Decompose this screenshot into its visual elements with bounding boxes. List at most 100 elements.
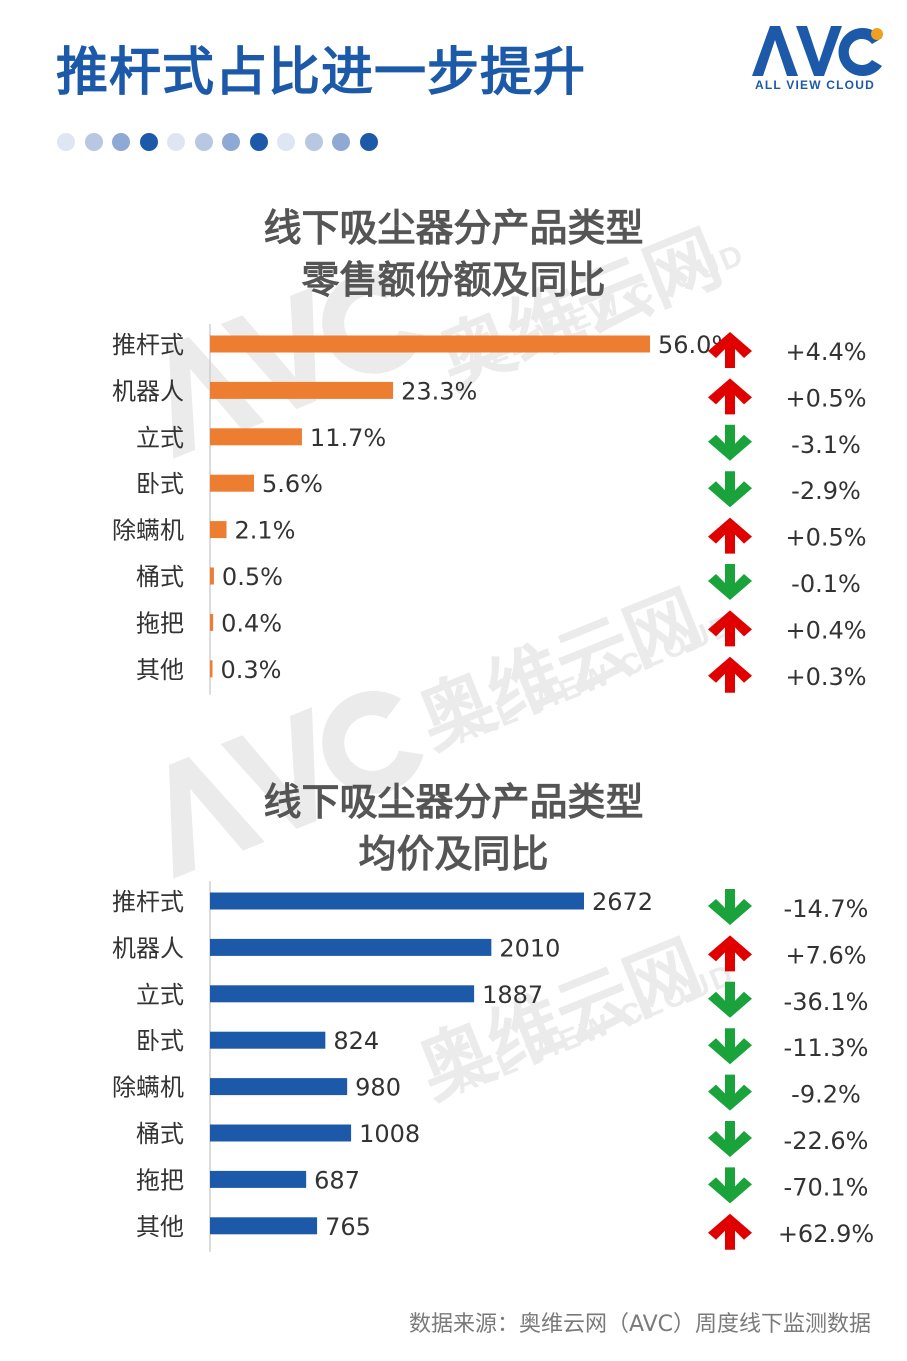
share-bar bbox=[210, 660, 213, 678]
price-category-label: 卧式 bbox=[136, 1027, 184, 1055]
decorative-dot bbox=[332, 133, 350, 151]
price-value-label: 1887 bbox=[482, 981, 543, 1009]
price-yoy-label: -11.3% bbox=[784, 1034, 869, 1062]
decorative-dot bbox=[84, 133, 103, 151]
share-value-label: 2.1% bbox=[235, 517, 296, 545]
arrow-up-icon bbox=[708, 610, 752, 647]
chart1-title-line2: 零售额份额及同比 bbox=[301, 258, 606, 302]
decorative-dot bbox=[139, 133, 158, 151]
decorative-dot bbox=[222, 133, 240, 151]
arrow-down-icon bbox=[708, 564, 752, 600]
price-yoy-label: -70.1% bbox=[784, 1173, 869, 1201]
arrow-up-icon bbox=[708, 656, 752, 693]
price-bar bbox=[210, 1170, 307, 1188]
price-bar bbox=[210, 985, 475, 1003]
share-yoy-label: +0.3% bbox=[785, 663, 866, 691]
decorative-dots bbox=[57, 133, 387, 151]
share-category-label: 其他 bbox=[136, 656, 184, 684]
decorative-dot bbox=[112, 133, 130, 151]
decorative-dot bbox=[359, 133, 378, 151]
share-yoy-label: +4.4% bbox=[785, 338, 866, 366]
price-bar bbox=[210, 892, 584, 910]
share-category-label: 拖把 bbox=[136, 609, 184, 637]
price-category-label: 推杆式 bbox=[112, 888, 184, 916]
chart1-title-line1: 线下吸尘器分产品类型 bbox=[263, 206, 644, 250]
share-bar bbox=[210, 521, 227, 539]
price-bar bbox=[210, 938, 492, 956]
share-category-label: 立式 bbox=[136, 424, 184, 452]
avc-logo bbox=[752, 26, 883, 76]
share-bar-chart: 推杆式 56.0% +4.4%机器人 23.3% +0.5%立式 11.7% -3.1%卧式… bbox=[112, 324, 867, 695]
share-value-label: 11.7% bbox=[310, 424, 386, 452]
chart2-title-line1: 线下吸尘器分产品类型 bbox=[263, 780, 644, 824]
arrow-down-icon bbox=[708, 471, 752, 508]
price-bar bbox=[210, 1217, 318, 1235]
share-bar bbox=[210, 567, 214, 585]
share-yoy-label: +0.5% bbox=[785, 524, 866, 552]
arrow-down-icon bbox=[708, 889, 752, 925]
price-value-label: 687 bbox=[314, 1166, 360, 1194]
price-value-label: 1008 bbox=[359, 1120, 420, 1148]
share-bar bbox=[210, 613, 214, 631]
share-category-label: 推杆式 bbox=[112, 331, 184, 359]
price-yoy-label: -9.2% bbox=[791, 1081, 861, 1109]
arrow-up-icon bbox=[708, 1213, 752, 1250]
share-bar bbox=[210, 474, 254, 492]
arrow-up-icon bbox=[708, 517, 752, 554]
price-yoy-label: -22.6% bbox=[784, 1127, 869, 1155]
price-value-label: 824 bbox=[333, 1027, 379, 1055]
price-category-label: 拖把 bbox=[136, 1166, 184, 1194]
price-category-label: 其他 bbox=[136, 1213, 184, 1241]
price-value-label: 980 bbox=[355, 1074, 401, 1102]
decorative-dot bbox=[277, 133, 295, 151]
share-category-label: 除螨机 bbox=[112, 517, 184, 545]
decorative-dot bbox=[304, 133, 323, 151]
share-category-label: 桶式 bbox=[136, 563, 184, 591]
share-bar bbox=[210, 335, 650, 353]
share-yoy-label: +0.4% bbox=[785, 616, 866, 644]
price-yoy-label: -14.7% bbox=[784, 895, 869, 923]
arrow-down-icon bbox=[708, 1028, 752, 1065]
share-yoy-label: +0.5% bbox=[785, 384, 866, 412]
share-yoy-label: -2.9% bbox=[791, 477, 861, 505]
price-bar bbox=[210, 1124, 352, 1142]
price-category-label: 除螨机 bbox=[112, 1074, 184, 1102]
arrow-down-icon bbox=[708, 1074, 752, 1111]
chart2-title-line2: 均价及同比 bbox=[358, 832, 549, 876]
price-bar bbox=[210, 1031, 326, 1049]
decorative-dot bbox=[249, 133, 268, 151]
decorative-dot bbox=[194, 133, 213, 151]
price-category-label: 桶式 bbox=[136, 1120, 184, 1148]
price-category-label: 立式 bbox=[136, 981, 184, 1009]
arrow-up-icon bbox=[708, 378, 752, 415]
decorative-dot bbox=[167, 133, 185, 151]
share-value-label: 5.6% bbox=[262, 470, 323, 498]
share-yoy-label: -0.1% bbox=[791, 570, 861, 598]
price-value-label: 2010 bbox=[499, 934, 560, 962]
share-category-label: 卧式 bbox=[136, 470, 184, 498]
price-category-label: 机器人 bbox=[112, 934, 184, 962]
share-category-label: 机器人 bbox=[112, 377, 184, 405]
share-yoy-label: -3.1% bbox=[791, 431, 861, 459]
arrow-down-icon bbox=[708, 424, 752, 461]
arrow-up-icon bbox=[708, 935, 752, 972]
price-value-label: 765 bbox=[325, 1213, 371, 1241]
share-value-label: 23.3% bbox=[401, 377, 477, 405]
price-yoy-label: -36.1% bbox=[784, 988, 869, 1016]
share-value-label: 0.4% bbox=[221, 609, 282, 637]
price-yoy-label: +7.6% bbox=[785, 941, 866, 969]
data-source: 数据来源：奥维云网（AVC）周度线下监测数据 bbox=[408, 1312, 871, 1337]
logo-tagline: ALL VIEW CLOUD bbox=[755, 78, 875, 92]
arrow-down-icon bbox=[708, 981, 752, 1018]
share-value-label: 0.3% bbox=[221, 656, 282, 684]
share-bar bbox=[210, 428, 302, 446]
share-bar bbox=[210, 381, 394, 399]
arrow-up-icon bbox=[708, 332, 752, 368]
page-title: 推杆式占比进一步提升 bbox=[56, 43, 587, 103]
price-value-label: 2672 bbox=[592, 888, 653, 916]
share-value-label: 0.5% bbox=[222, 563, 283, 591]
price-yoy-label: +62.9% bbox=[778, 1220, 874, 1248]
price-bar bbox=[210, 1078, 348, 1096]
arrow-down-icon bbox=[708, 1121, 752, 1157]
price-bar-chart: 推杆式 2672 -14.7% 机器人 2010 +7.6% 立式 1887 -36.1% 卧式 8… bbox=[112, 881, 874, 1252]
